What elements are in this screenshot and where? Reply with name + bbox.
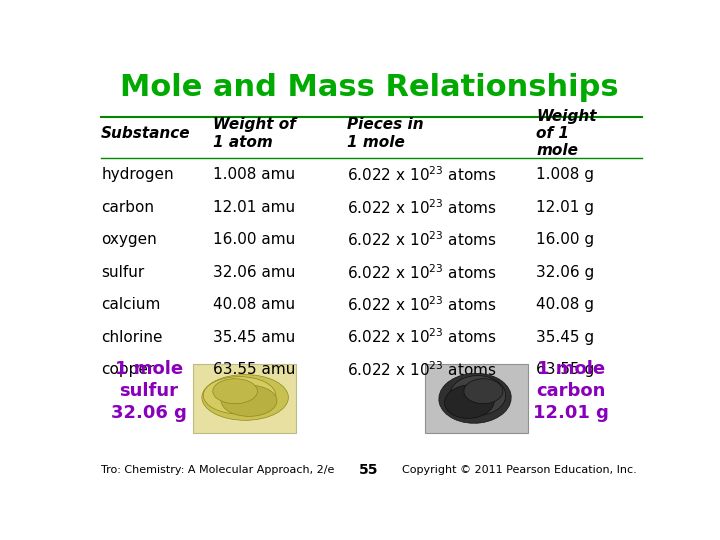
Ellipse shape: [464, 379, 503, 404]
Text: Pieces in
1 mole: Pieces in 1 mole: [347, 117, 423, 150]
FancyBboxPatch shape: [193, 364, 297, 433]
Text: 55: 55: [359, 463, 379, 477]
Text: 12.01 amu: 12.01 amu: [213, 200, 295, 215]
Text: 6.022 x $10^{23}$ atoms: 6.022 x $10^{23}$ atoms: [347, 263, 496, 282]
Ellipse shape: [213, 379, 258, 404]
FancyBboxPatch shape: [425, 364, 528, 433]
Text: 6.022 x $10^{23}$ atoms: 6.022 x $10^{23}$ atoms: [347, 360, 496, 379]
Text: Weight
of 1
mole: Weight of 1 mole: [536, 109, 597, 158]
Text: carbon: carbon: [101, 200, 154, 215]
Text: 1 mole
carbon
12.01 g: 1 mole carbon 12.01 g: [533, 360, 609, 422]
Text: hydrogen: hydrogen: [101, 167, 174, 183]
Text: 35.45 amu: 35.45 amu: [213, 329, 295, 345]
Text: copper: copper: [101, 362, 154, 377]
Ellipse shape: [221, 385, 277, 416]
Ellipse shape: [202, 375, 289, 420]
Text: 6.022 x $10^{23}$ atoms: 6.022 x $10^{23}$ atoms: [347, 198, 496, 217]
Text: 16.00 g: 16.00 g: [536, 232, 595, 247]
Text: 12.01 g: 12.01 g: [536, 200, 595, 215]
Text: oxygen: oxygen: [101, 232, 157, 247]
Text: Tro: Chemistry: A Molecular Approach, 2/e: Tro: Chemistry: A Molecular Approach, 2/…: [101, 465, 335, 475]
Ellipse shape: [444, 385, 495, 418]
Text: 6.022 x $10^{23}$ atoms: 6.022 x $10^{23}$ atoms: [347, 295, 496, 314]
Text: 35.45 g: 35.45 g: [536, 329, 595, 345]
Text: 6.022 x $10^{23}$ atoms: 6.022 x $10^{23}$ atoms: [347, 166, 496, 184]
Text: 6.022 x $10^{23}$ atoms: 6.022 x $10^{23}$ atoms: [347, 231, 496, 249]
Text: 1.008 amu: 1.008 amu: [213, 167, 295, 183]
Text: 1.008 g: 1.008 g: [536, 167, 595, 183]
Text: 40.08 amu: 40.08 amu: [213, 297, 295, 312]
Ellipse shape: [450, 376, 505, 415]
Ellipse shape: [203, 377, 276, 414]
Text: 63.55 g: 63.55 g: [536, 362, 595, 377]
Text: sulfur: sulfur: [101, 265, 145, 280]
Text: 1 mole
sulfur
32.06 g: 1 mole sulfur 32.06 g: [111, 360, 186, 422]
Text: Substance: Substance: [101, 126, 191, 141]
Text: 40.08 g: 40.08 g: [536, 297, 595, 312]
Text: 6.022 x $10^{23}$ atoms: 6.022 x $10^{23}$ atoms: [347, 328, 496, 347]
Text: Mole and Mass Relationships: Mole and Mass Relationships: [120, 73, 618, 102]
Ellipse shape: [438, 373, 511, 423]
Text: 16.00 amu: 16.00 amu: [213, 232, 295, 247]
Text: calcium: calcium: [101, 297, 161, 312]
Text: 32.06 g: 32.06 g: [536, 265, 595, 280]
Text: 32.06 amu: 32.06 amu: [213, 265, 295, 280]
Text: 63.55 amu: 63.55 amu: [213, 362, 295, 377]
Text: Copyright © 2011 Pearson Education, Inc.: Copyright © 2011 Pearson Education, Inc.: [402, 465, 637, 475]
Text: Weight of
1 atom: Weight of 1 atom: [213, 117, 296, 150]
Text: chlorine: chlorine: [101, 329, 163, 345]
